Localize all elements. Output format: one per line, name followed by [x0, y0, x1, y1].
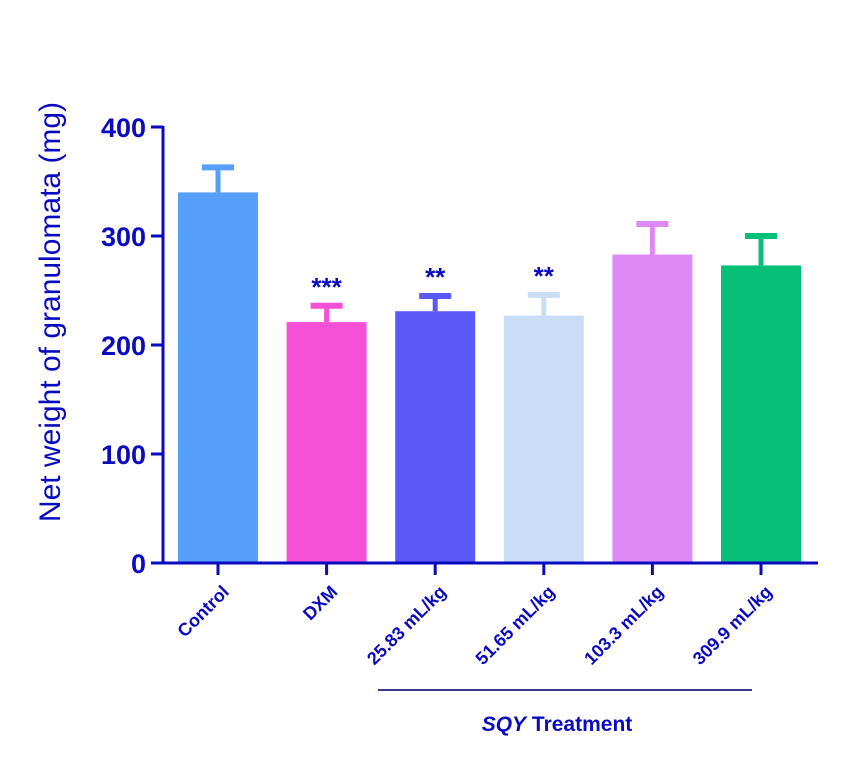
- y-tick-label-1: 100: [101, 440, 146, 470]
- significance-1: ***: [311, 272, 342, 302]
- y-tick-label-4: 400: [101, 113, 146, 143]
- x-tick-label-2: 25.83 mL/kg: [363, 582, 450, 669]
- bar-1: [286, 322, 367, 562]
- bar-5: [721, 265, 801, 562]
- bar-0: [178, 192, 258, 562]
- y-axis-label: Net weight of granulomata (mg): [34, 102, 67, 522]
- x-tick-label-1: DXM: [299, 582, 341, 624]
- y-tick-label-0: 0: [131, 549, 146, 579]
- y-tick-label-3: 300: [101, 222, 146, 252]
- group-label: SQY Treatment: [482, 713, 633, 736]
- bar-3: [503, 315, 584, 562]
- y-tick-label-2: 200: [101, 331, 146, 361]
- bar-4: [612, 254, 693, 562]
- x-tick-label-5: 309.9 mL/kg: [689, 582, 776, 669]
- x-tick-label-0: Control: [173, 582, 232, 641]
- x-tick-label-4: 103.3 mL/kg: [580, 582, 667, 669]
- bar-2: [395, 311, 476, 562]
- significance-3: **: [534, 261, 555, 291]
- significance-2: **: [425, 262, 446, 292]
- x-tick-label-3: 51.65 mL/kg: [472, 582, 559, 669]
